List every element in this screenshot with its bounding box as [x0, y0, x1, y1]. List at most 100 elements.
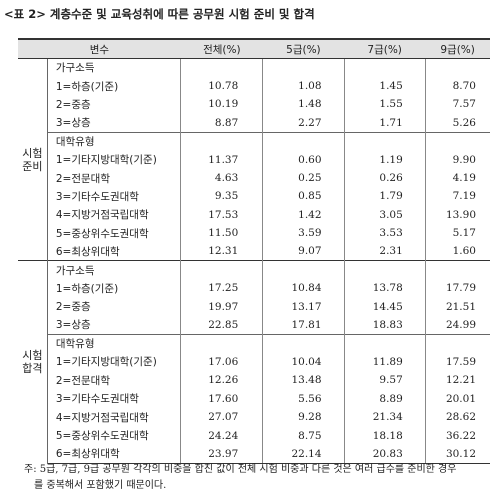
- value-total: 12.26: [180, 371, 263, 390]
- value-total: 19.97: [180, 297, 263, 316]
- row-label: 1=하층(기준): [55, 80, 119, 93]
- table-row: 2=중층 10.19 1.48 1.55 7.57: [18, 95, 490, 114]
- value-grade5: 3.59: [262, 224, 345, 243]
- table-row: 1=기타지방대학(기준) 17.06 10.04 11.89 17.59: [18, 352, 490, 372]
- value-grade7: 3.53: [343, 224, 426, 243]
- table-row: 2=전문대학 12.26 13.48 9.57 12.21: [18, 371, 490, 390]
- value-grade5: 1.42: [262, 205, 345, 225]
- value-grade9: 7.19: [424, 187, 490, 206]
- empty-cell: [262, 58, 345, 77]
- value-grade7: 20.83: [343, 444, 426, 464]
- group-title: 가구소득: [47, 260, 181, 280]
- data-table: 변수 전체(%) 5급(%) 7급(%) 9급(%) 시험 준비 가구소득 1=하층(…: [18, 38, 490, 464]
- group-title-row: 시험 합격 가구소득: [18, 260, 490, 464]
- table-row: 3=상층 8.87 2.27 1.71 5.26: [18, 113, 490, 133]
- table-row: 3=기타수도권대학 17.60 5.56 8.89 20.01: [18, 389, 490, 408]
- value-total: 10.78: [180, 76, 263, 96]
- value-grade7: 8.89: [343, 389, 426, 408]
- value-grade7: 3.05: [343, 205, 426, 225]
- value-total: 11.50: [180, 224, 263, 243]
- value-grade9: 1.60: [424, 242, 490, 261]
- footnote-line-2: 를 중복해서 포함했기 때문이다.: [34, 480, 167, 491]
- value-total: 12.31: [180, 242, 263, 261]
- row-label: 3=상층: [55, 117, 91, 130]
- table-row: 4=지방거점국립대학 17.53 1.42 3.05 13.90: [18, 205, 490, 225]
- value-total: 9.35: [180, 187, 263, 206]
- value-grade5: 10.84: [262, 279, 345, 298]
- value-total: 24.24: [180, 426, 263, 445]
- empty-cell: [343, 260, 426, 280]
- section-label: 시험 합격: [18, 260, 48, 464]
- group-title-row: 대학유형: [18, 131, 490, 151]
- value-grade7: 1.71: [343, 113, 426, 133]
- value-grade5: 0.25: [262, 168, 345, 188]
- value-grade5: 2.27: [262, 113, 345, 133]
- table-row: 1=하층(기준) 17.25 10.84 13.78 17.79: [18, 279, 490, 298]
- table-row: 1=하층(기준) 10.78 1.08 1.45 8.70: [18, 76, 490, 96]
- row-label: 2=전문대학: [55, 374, 110, 387]
- value-grade5: 17.81: [262, 315, 345, 335]
- group-title-row: 시험 준비 가구소득: [18, 58, 490, 261]
- value-grade7: 1.79: [343, 187, 426, 206]
- table-row: 2=중층 19.97 13.17 14.45 21.51: [18, 297, 490, 316]
- row-label: 1=하층(기준): [55, 282, 119, 295]
- value-grade9: 5.17: [424, 224, 490, 243]
- value-grade7: 1.45: [343, 76, 426, 96]
- value-grade9: 7.57: [424, 95, 490, 114]
- value-grade9: 17.59: [424, 352, 490, 372]
- value-grade9: 8.70: [424, 76, 490, 96]
- empty-cell: [180, 58, 263, 77]
- table-row: 4=지방거점국립대학 27.07 9.28 21.34 28.62: [18, 407, 490, 427]
- row-label: 1=기타지방대학(기준): [55, 356, 157, 369]
- footnote-line-1: 주: 5급, 7급, 9급 공무원 각각의 비중을 합친 값이 전체 시험 비중…: [24, 464, 457, 475]
- section-label-line-2: 합격: [22, 362, 43, 376]
- value-grade5: 5.56: [262, 389, 345, 408]
- group-title: 대학유형: [47, 131, 181, 151]
- value-grade5: 8.75: [262, 426, 345, 445]
- section-label-line-1: 시험: [22, 146, 43, 160]
- value-grade7: 0.26: [343, 168, 426, 188]
- value-grade5: 0.60: [262, 150, 345, 169]
- value-grade5: 13.17: [262, 297, 345, 316]
- value-grade7: 18.83: [343, 315, 426, 335]
- empty-cell: [180, 260, 263, 280]
- value-grade5: 9.07: [262, 242, 345, 261]
- empty-cell: [343, 333, 426, 353]
- empty-cell: [424, 333, 490, 353]
- empty-cell: [424, 260, 490, 280]
- value-grade5: 10.04: [262, 352, 345, 372]
- row-label: 2=전문대학: [55, 172, 110, 185]
- table-row: 5=중상위수도권대학 24.24 8.75 18.18 36.22: [18, 426, 490, 445]
- row-label: 5=중상위수도권대학: [55, 227, 149, 240]
- row-label: 6=최상위대학: [55, 245, 120, 258]
- value-grade9: 5.26: [424, 113, 490, 133]
- table-row: 6=최상위대학 23.97 22.14 20.83 30.12: [18, 444, 490, 464]
- value-grade7: 13.78: [343, 279, 426, 298]
- group-title-row: 대학유형: [18, 333, 490, 353]
- section-label: 시험 준비: [18, 58, 48, 261]
- empty-cell: [180, 333, 263, 353]
- value-grade7: 11.89: [343, 352, 426, 372]
- value-grade9: 28.62: [424, 407, 490, 427]
- empty-cell: [343, 58, 426, 77]
- value-grade7: 14.45: [343, 297, 426, 316]
- value-grade9: 9.90: [424, 150, 490, 169]
- value-grade9: 36.22: [424, 426, 490, 445]
- value-grade9: 13.90: [424, 205, 490, 225]
- table-caption: <표 2> 계층수준 및 교육성취에 따른 공무원 시험 준비 및 합격: [4, 7, 315, 21]
- value-grade5: 22.14: [262, 444, 345, 464]
- value-grade9: 4.19: [424, 168, 490, 188]
- table-body: 시험 준비 가구소득 1=하층(기준) 10.78 1.08 1.45 8.70 2=중층 10.…: [18, 58, 490, 464]
- value-grade9: 12.21: [424, 371, 490, 390]
- value-grade5: 1.48: [262, 95, 345, 114]
- row-label: 3=기타수도권대학: [55, 393, 139, 406]
- empty-cell: [180, 131, 263, 151]
- row-label: 5=중상위수도권대학: [55, 430, 149, 442]
- empty-cell: [343, 131, 426, 151]
- value-total: 11.37: [180, 150, 263, 169]
- value-grade9: 21.51: [424, 297, 490, 316]
- value-grade7: 2.31: [343, 242, 426, 261]
- row-label: 6=최상위대학: [47, 444, 181, 464]
- column-header-grade9: 9급(%): [425, 38, 490, 59]
- value-total: 17.60: [180, 389, 263, 408]
